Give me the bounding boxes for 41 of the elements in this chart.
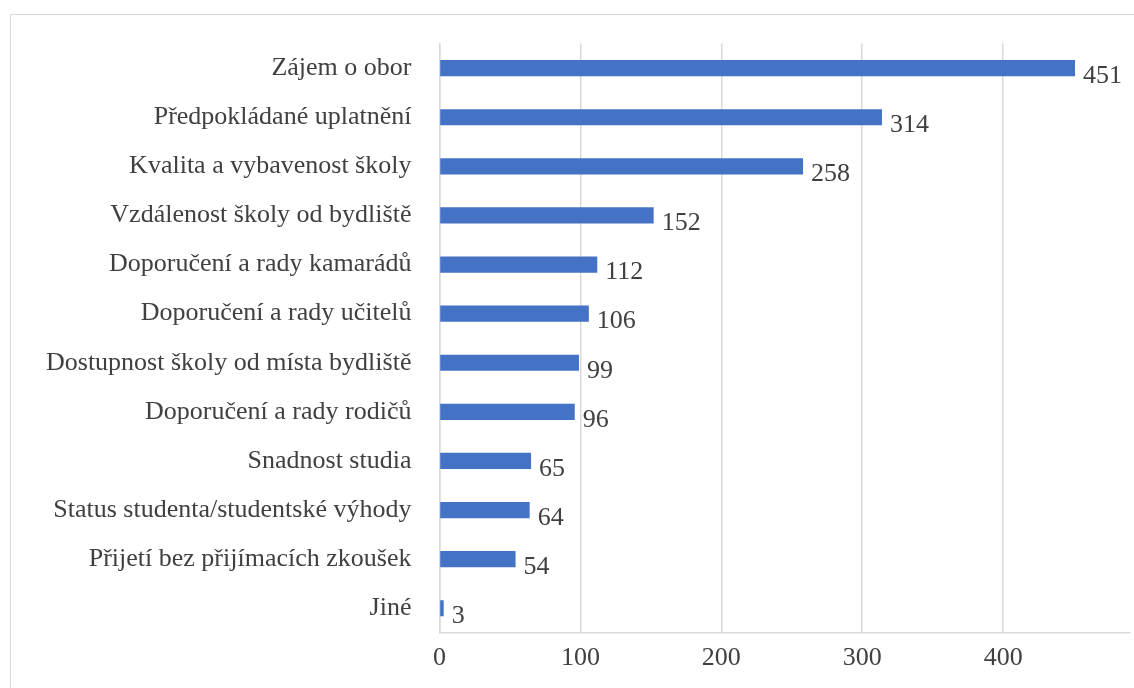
- y-tick-label: Doporučení a rady učitelů: [140, 297, 412, 327]
- y-tick-label: Jiné: [369, 592, 412, 622]
- y-tick-label: Zájem o obor: [271, 51, 412, 81]
- x-tick-label: 0: [432, 642, 446, 672]
- bar: [440, 403, 575, 420]
- data-label: 152: [661, 207, 701, 237]
- y-tick-label: Předpokládané uplatnění: [153, 101, 412, 131]
- x-tick-label: 300: [842, 642, 882, 672]
- data-label: 65: [539, 452, 566, 482]
- data-label: 99: [586, 354, 613, 384]
- data-label: 3: [451, 600, 465, 630]
- x-tick-label: 200: [701, 642, 741, 672]
- y-tick-label: Status studenta/studentské výhody: [53, 493, 412, 523]
- data-label: 64: [537, 501, 564, 531]
- x-tick-label: 100: [560, 642, 600, 672]
- bar: [440, 551, 516, 568]
- bar: [440, 207, 654, 224]
- bar: [440, 501, 530, 519]
- bar: [440, 256, 598, 273]
- bar: [440, 158, 804, 175]
- bar: [440, 60, 1076, 77]
- x-tick-label: 400: [983, 642, 1023, 672]
- y-tick-label: Doporučení a rady kamarádů: [108, 248, 412, 278]
- y-tick-label: Doporučení a rady rodičů: [145, 395, 412, 425]
- data-label: 96: [582, 403, 609, 433]
- data-label: 112: [605, 256, 644, 286]
- bar: [440, 600, 444, 617]
- bar: [440, 109, 882, 126]
- y-tick-label: Vzdálenost školy od bydliště: [110, 199, 412, 229]
- data-label: 314: [889, 109, 929, 139]
- y-tick-label: Kvalita a vybavenost školy: [129, 150, 412, 180]
- bar: [440, 354, 579, 371]
- bar: [440, 452, 532, 470]
- data-label: 451: [1083, 59, 1123, 89]
- y-tick-label: Dostupnost školy od místa bydliště: [45, 346, 412, 376]
- data-label: 106: [596, 305, 636, 335]
- y-tick-label: Snadnost studia: [247, 444, 412, 474]
- bar: [440, 305, 589, 322]
- data-label: 54: [523, 550, 550, 580]
- y-tick-label: Přijetí bez přijímacích zkoušek: [88, 542, 412, 572]
- data-label: 258: [811, 158, 851, 188]
